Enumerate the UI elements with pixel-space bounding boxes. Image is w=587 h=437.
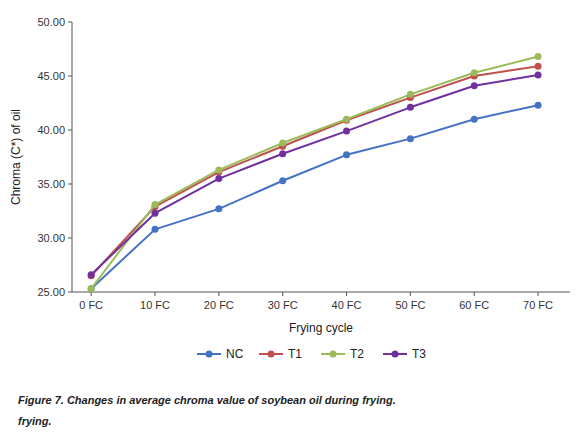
x-tick xyxy=(282,292,283,296)
x-tick-label: 40 FC xyxy=(332,299,362,311)
legend-marker xyxy=(392,351,399,358)
point xyxy=(407,135,414,142)
y-tick-label: 25.00 xyxy=(37,286,65,298)
x-tick-label: 10 FC xyxy=(140,299,170,311)
point xyxy=(407,104,414,111)
x-tick-label: 0 FC xyxy=(79,299,103,311)
point xyxy=(471,82,478,89)
x-axis-line xyxy=(72,292,570,293)
y-tick-label: 45.00 xyxy=(37,70,65,82)
y-tick xyxy=(68,22,72,23)
point xyxy=(152,226,159,233)
x-tick-label: 50 FC xyxy=(395,299,425,311)
point xyxy=(535,71,542,78)
point xyxy=(343,151,350,158)
legend-marker xyxy=(330,351,337,358)
x-tick-label: 20 FC xyxy=(204,299,234,311)
point xyxy=(215,205,222,212)
point xyxy=(152,201,159,208)
y-axis-line xyxy=(72,22,73,292)
legend-label: NC xyxy=(226,347,244,361)
caption-text: Changes in average chroma value of soybe… xyxy=(64,394,396,406)
y-tick-label: 50.00 xyxy=(37,16,65,28)
legend-marker xyxy=(206,351,213,358)
x-tick xyxy=(155,292,156,296)
legend-marker xyxy=(268,351,275,358)
y-tick-label: 35.00 xyxy=(37,178,65,190)
chart: 25.00 30.00 35.00 40.00 45.00 50.00 0 FC 10 FC 2… xyxy=(0,0,587,437)
point xyxy=(343,116,350,123)
y-axis-label: Chroma (C*) of oil xyxy=(9,109,23,205)
point xyxy=(343,128,350,135)
point xyxy=(88,285,95,292)
x-tick xyxy=(218,292,219,296)
y-tick-label: 40.00 xyxy=(37,124,65,136)
x-tick-label: 30 FC xyxy=(268,299,298,311)
point xyxy=(407,91,414,98)
point xyxy=(535,63,542,70)
legend: NC T1 T2 T3 xyxy=(197,347,426,361)
x-tick xyxy=(91,292,92,296)
point xyxy=(535,102,542,109)
y-tick xyxy=(68,238,72,239)
x-tick xyxy=(538,292,539,296)
caption: Figure 7. Changes in average chroma valu… xyxy=(18,394,396,406)
y-tick xyxy=(68,76,72,77)
point xyxy=(152,210,159,217)
series-line xyxy=(91,57,538,289)
point xyxy=(535,53,542,60)
x-tick-label: 70 FC xyxy=(523,299,553,311)
legend-label: T3 xyxy=(412,347,426,361)
y-tick xyxy=(68,184,72,185)
legend-label: T2 xyxy=(350,347,364,361)
point xyxy=(215,175,222,182)
y-tick xyxy=(68,130,72,131)
point xyxy=(279,150,286,157)
series-line xyxy=(91,66,538,276)
point xyxy=(279,139,286,146)
legend-label: T1 xyxy=(288,347,302,361)
caption-line: frying. xyxy=(18,415,52,427)
point xyxy=(215,166,222,173)
plot-area xyxy=(88,53,542,292)
point xyxy=(279,177,286,184)
point xyxy=(471,69,478,76)
point xyxy=(471,116,478,123)
x-tick-label: 60 FC xyxy=(459,299,489,311)
y-tick xyxy=(68,292,72,293)
x-axis-label: Frying cycle xyxy=(289,321,353,335)
caption-label: Figure 7. xyxy=(18,394,64,406)
point xyxy=(88,271,95,278)
x-tick xyxy=(474,292,475,296)
point xyxy=(88,285,95,292)
x-tick xyxy=(346,292,347,296)
x-tick xyxy=(410,292,411,296)
series-line xyxy=(91,75,538,275)
y-tick-label: 30.00 xyxy=(37,232,65,244)
